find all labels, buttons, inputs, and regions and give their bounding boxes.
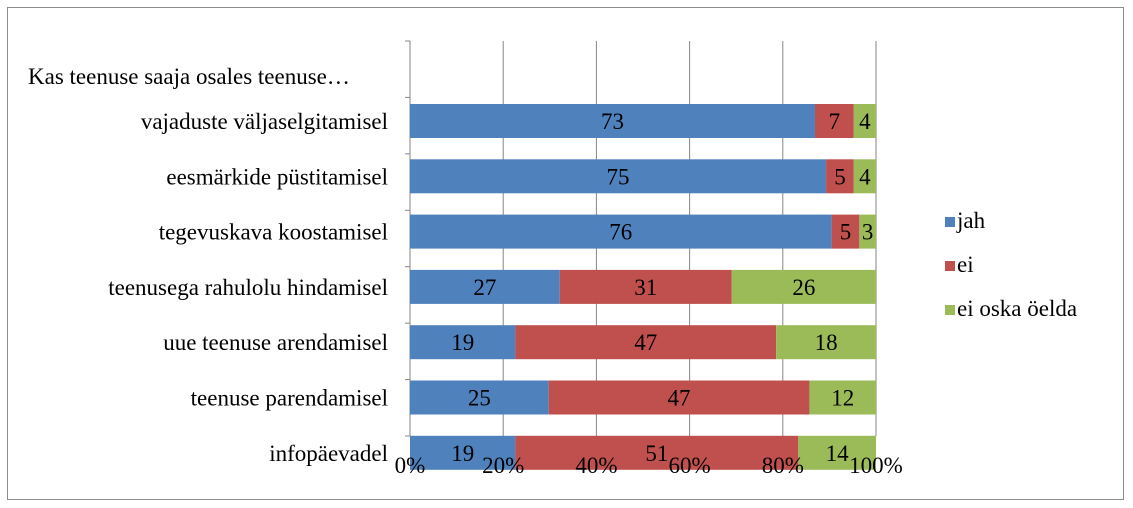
legend-label: jah: [956, 208, 986, 233]
bar-segment: [410, 269, 560, 304]
data-label: 14: [826, 441, 850, 466]
data-label: 5: [834, 164, 846, 189]
data-label: 27: [473, 275, 496, 300]
legend-label: ei oska öelda: [957, 296, 1077, 321]
question-label: Kas teenuse saaja osales teenuse…: [28, 64, 350, 89]
bar-segment: [410, 435, 516, 470]
bar-segment: [410, 159, 827, 194]
legend-swatch: [945, 261, 955, 271]
bar-segment: [853, 159, 876, 194]
category-label: uue teenuse arendamisel: [163, 330, 388, 355]
bar-segment: [798, 435, 876, 470]
legend[interactable]: jah ei ei oska öelda: [945, 208, 1077, 321]
data-label: 5: [840, 220, 852, 245]
bar-segment: [410, 104, 815, 138]
x-tick-label: 40%: [575, 453, 617, 478]
bar-segment: [410, 325, 516, 360]
legend-item[interactable]: jah: [945, 208, 986, 233]
category-labels: vajaduste väljaselgitamisel eesmärkide pü…: [108, 109, 388, 466]
data-label: 47: [668, 386, 691, 411]
data-label: 19: [451, 330, 474, 355]
data-label: 3: [862, 220, 874, 245]
bar-segment: [410, 214, 832, 249]
data-label: 51: [645, 441, 668, 466]
category-label: tegevuskava koostamisel: [159, 220, 388, 245]
bar-segment: [731, 269, 876, 304]
legend-label: ei: [957, 252, 974, 277]
data-label: 19: [451, 441, 474, 466]
bar-segment: [515, 325, 777, 360]
legend-item[interactable]: ei oska öelda: [945, 296, 1077, 321]
x-tick-label: 0%: [395, 453, 426, 478]
data-label: 47: [634, 330, 657, 355]
bar-segment: [814, 104, 854, 138]
legend-swatch: [945, 217, 955, 227]
bar-segment: [515, 435, 799, 470]
x-tick-label: 20%: [482, 453, 524, 478]
bar-segment: [548, 380, 810, 415]
x-tick-label: 60%: [669, 453, 711, 478]
bar-segment: [809, 380, 876, 415]
data-label: 75: [607, 164, 630, 189]
category-label: infopäevadel: [269, 441, 388, 466]
x-tick-labels: 0% 20% 40% 60% 80% 100%: [395, 453, 903, 478]
data-label: 31: [634, 275, 657, 300]
x-tick-label: 80%: [762, 453, 804, 478]
data-label: 18: [815, 330, 838, 355]
data-label: 4: [859, 164, 871, 189]
bar-segment: [776, 325, 876, 360]
bar-segment: [859, 214, 876, 249]
data-label: 76: [609, 220, 632, 245]
bars: [410, 104, 876, 470]
data-label: 73: [601, 109, 624, 134]
data-label: 26: [792, 275, 815, 300]
bar-segment: [853, 104, 876, 138]
category-label: vajaduste väljaselgitamisel: [141, 109, 388, 134]
legend-item[interactable]: ei: [945, 252, 974, 277]
category-label: teenuse parendamisel: [191, 386, 388, 411]
x-tick-label: 100%: [849, 453, 903, 478]
bar-segment: [826, 159, 854, 194]
legend-swatch: [945, 305, 955, 315]
bar-segment: [831, 214, 860, 249]
category-label: teenusega rahulolu hindamisel: [108, 275, 388, 300]
bar-segment: [410, 380, 549, 415]
data-label: 7: [829, 109, 841, 134]
data-label: 4: [859, 109, 871, 134]
bar-segment: [559, 269, 732, 304]
category-label: eesmärkide püstitamisel: [166, 164, 388, 189]
data-label: 12: [831, 386, 854, 411]
chart-frame: 73 7 4 75 5 4 76 5 3 27 31 26 19 47 18 25 47 12 19 51 14 vaj…: [7, 7, 1124, 500]
data-label: 25: [468, 386, 491, 411]
